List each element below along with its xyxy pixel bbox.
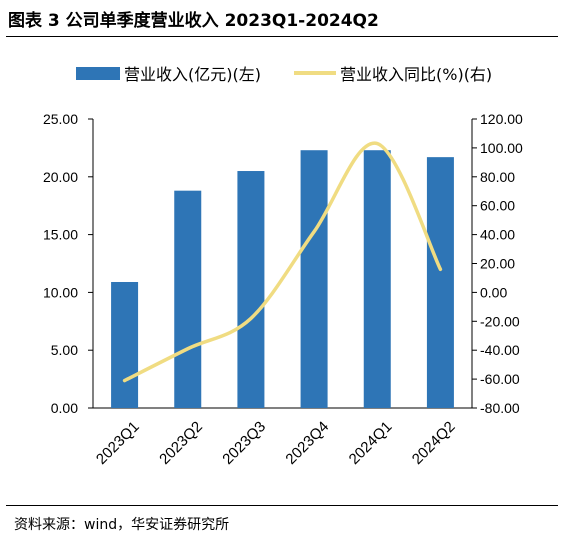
right-tick-label: -20.00 <box>480 313 520 329</box>
line-point-2023Q1 <box>124 380 126 382</box>
chart-canvas: 营业收入(亿元)(左) 营业收入同比(%)(右) 0.00 5.00 10.00 15.… <box>43 65 523 468</box>
x-tick-label: 2023Q1 <box>93 418 143 468</box>
x-tick-label: 2024Q2 <box>409 418 459 468</box>
bar-2024Q2 <box>426 157 454 408</box>
legend: 营业收入(亿元)(左) 营业收入同比(%)(右) <box>76 65 492 84</box>
left-tick-label: 25.00 <box>43 111 78 127</box>
bar-2023Q1 <box>111 281 139 408</box>
left-tick-label: 10.00 <box>43 284 78 300</box>
left-tick-label: 20.00 <box>43 169 78 185</box>
line-point-2024Q2 <box>439 268 441 270</box>
line-series <box>122 141 443 383</box>
line-point-2024Q1 <box>376 143 378 145</box>
x-tick-label: 2023Q2 <box>156 418 206 468</box>
bar-2023Q4 <box>300 150 328 408</box>
right-tick-label: 20.00 <box>480 256 515 272</box>
right-tick-label: 60.00 <box>480 198 515 214</box>
left-tick-label: 0.00 <box>51 400 78 416</box>
x-tick-label: 2023Q4 <box>282 418 332 468</box>
x-axis-labels: 2023Q1 2023Q2 2023Q3 2023Q4 2024Q1 2024Q2 <box>93 418 459 468</box>
x-tick-label: 2023Q3 <box>219 418 269 468</box>
yoy-growth-line <box>122 141 443 383</box>
left-tick-label: 5.00 <box>51 342 78 358</box>
line-point-2023Q3 <box>250 317 252 319</box>
line-point-2023Q2 <box>187 348 189 350</box>
right-tick-label: 120.00 <box>480 111 523 127</box>
bar-2023Q2 <box>174 190 202 408</box>
bottom-divider <box>6 505 558 506</box>
right-tick-label: 40.00 <box>480 227 515 243</box>
line-point-2023Q4 <box>313 231 315 233</box>
top-divider <box>6 36 558 37</box>
right-tick-label: 100.00 <box>480 140 523 156</box>
bar-series <box>111 150 454 408</box>
left-tick-label: 15.00 <box>43 227 78 243</box>
right-tick-label: 0.00 <box>480 284 507 300</box>
chart-title: 图表 3 公司单季度营业收入 2023Q1-2024Q2 <box>8 11 379 31</box>
x-tick-label: 2024Q1 <box>346 418 396 468</box>
bar-2024Q1 <box>363 150 391 408</box>
source-note: 资料来源：wind，华安证券研究所 <box>14 517 230 533</box>
legend-bar-label: 营业收入(亿元)(左) <box>124 65 261 84</box>
axes: 0.00 5.00 10.00 15.00 20.00 25.00 -80.00 -60.00… <box>43 111 523 416</box>
legend-bar-swatch <box>76 67 120 80</box>
right-tick-label: -40.00 <box>480 342 520 358</box>
bar-2023Q3 <box>237 171 265 408</box>
right-tick-label: -80.00 <box>480 400 520 416</box>
right-tick-label: 80.00 <box>480 169 515 185</box>
right-tick-label: -60.00 <box>480 371 520 387</box>
legend-line-label: 营业收入同比(%)(右) <box>340 65 492 84</box>
